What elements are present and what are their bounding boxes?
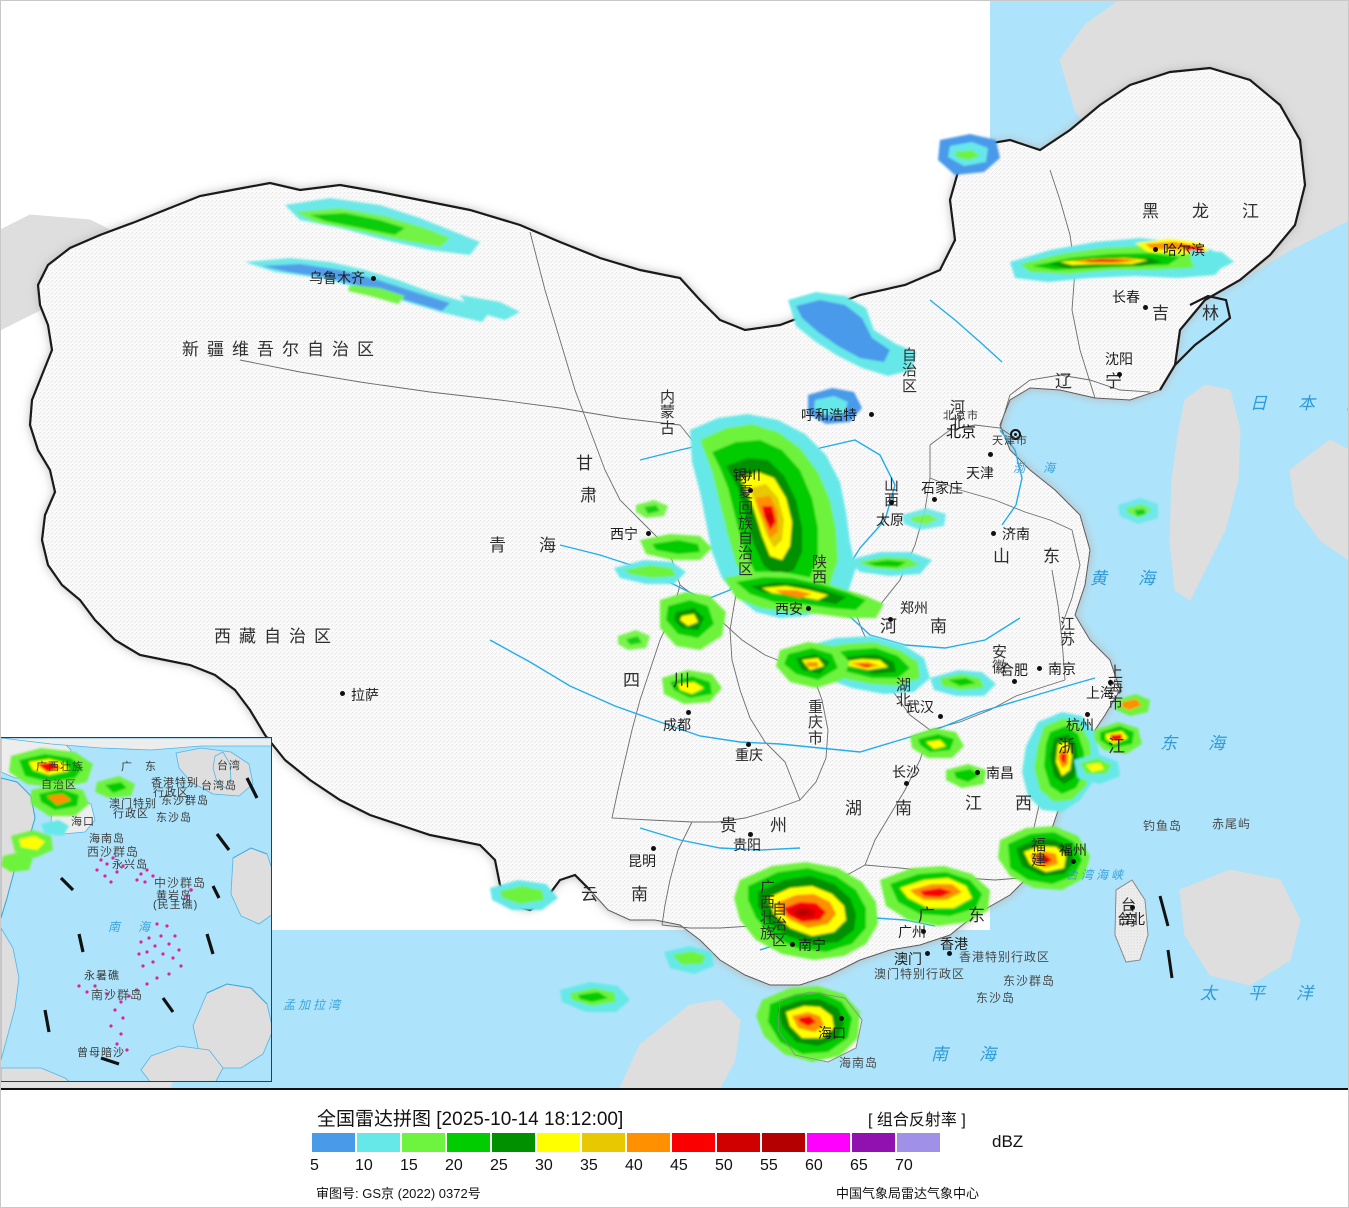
city-dot	[869, 412, 874, 417]
colorbar-tick-15: 15	[400, 1157, 418, 1174]
colorbar-swatch-3	[447, 1133, 490, 1152]
colorbar-tick-50: 50	[715, 1157, 733, 1174]
colorbar-tick-10: 10	[355, 1157, 373, 1174]
colorbar-swatch-11	[807, 1133, 850, 1152]
city-dot	[371, 276, 376, 281]
south-china-sea-inset[interactable]: 西沙群岛 永兴岛 中沙群岛 黄岩岛 (民主礁) 南 海永暑礁 南沙群岛 曾母暗沙 台湾岛 台湾 东沙…	[0, 737, 272, 1082]
colorbar-swatch-5	[537, 1133, 580, 1152]
city-dot	[646, 531, 651, 536]
city-dot	[1143, 305, 1148, 310]
colorbar-tick-55: 55	[760, 1157, 778, 1174]
colorbar-swatch-1	[357, 1133, 400, 1152]
colorbar-swatch-8	[672, 1133, 715, 1152]
city-dot	[921, 929, 926, 934]
legend-title: 全国雷达拼图 [2025-10-14 18:12:00]	[317, 1109, 624, 1130]
colorbar-swatch-13	[897, 1133, 940, 1152]
inset-graphics	[1, 738, 271, 1081]
capital-star-icon	[1010, 429, 1021, 440]
china-radar-map[interactable]: 新疆维吾尔自治区 西藏自治区青 海四 川云 南湖 南江 西山 东河 南黑 龙 江吉…	[0, 0, 1349, 1088]
city-dot	[947, 951, 952, 956]
issuing-agency: 中国气象局雷达气象中心	[836, 1186, 980, 1201]
map-approval-number: 审图号: GS京 (2022) 0372号	[316, 1186, 481, 1201]
colorbar-tick-40: 40	[625, 1157, 643, 1174]
dbz-colorbar[interactable]	[312, 1133, 940, 1152]
colorbar-tick-30: 30	[535, 1157, 553, 1174]
city-dot	[991, 531, 996, 536]
colorbar-tick-25: 25	[490, 1157, 508, 1174]
colorbar-swatch-6	[582, 1133, 625, 1152]
city-dot	[651, 846, 656, 851]
colorbar-tick-5: 5	[310, 1157, 319, 1174]
city-dot	[839, 1016, 844, 1021]
city-dot	[1012, 679, 1017, 684]
city-dot	[975, 770, 980, 775]
city-dot	[1071, 859, 1076, 864]
colorbar-tick-65: 65	[850, 1157, 868, 1174]
city-dot	[340, 691, 345, 696]
city-dot	[1153, 247, 1158, 252]
city-dot	[925, 951, 930, 956]
city-dot	[790, 942, 795, 947]
city-dot	[988, 452, 993, 457]
colorbar-swatch-10	[762, 1133, 805, 1152]
colorbar-swatch-12	[852, 1133, 895, 1152]
colorbar-swatch-9	[717, 1133, 760, 1152]
colorbar-tick-35: 35	[580, 1157, 598, 1174]
colorbar-swatch-0	[312, 1133, 355, 1152]
city-dot	[746, 742, 751, 747]
colorbar-tick-70: 70	[895, 1157, 913, 1174]
legend-product-type: [ 组合反射率 ]	[868, 1112, 966, 1129]
city-dot	[748, 832, 753, 837]
dbz-unit-label: dBZ	[992, 1132, 1024, 1151]
colorbar-swatch-7	[627, 1133, 670, 1152]
city-dot	[932, 497, 937, 502]
city-dot	[1108, 680, 1113, 685]
city-dot	[938, 714, 943, 719]
radar-echo-layer	[245, 134, 1234, 1062]
colorbar-swatch-4	[492, 1133, 535, 1152]
city-dot	[1117, 372, 1122, 377]
city-dot	[904, 781, 909, 786]
colorbar-tick-20: 20	[445, 1157, 463, 1174]
city-dot	[806, 606, 811, 611]
colorbar-swatch-2	[402, 1133, 445, 1152]
dbz-tick-labels: 5 10 15 20 25 30 35 40 45 50 55 60 65 70	[310, 1157, 1012, 1179]
city-dot	[1085, 712, 1090, 717]
colorbar-tick-60: 60	[805, 1157, 823, 1174]
colorbar-tick-45: 45	[670, 1157, 688, 1174]
city-dot	[888, 617, 893, 622]
city-dot	[748, 488, 753, 493]
city-dot	[889, 500, 894, 505]
city-dot	[1130, 905, 1135, 910]
city-dot	[686, 710, 691, 715]
city-dot	[1037, 666, 1042, 671]
